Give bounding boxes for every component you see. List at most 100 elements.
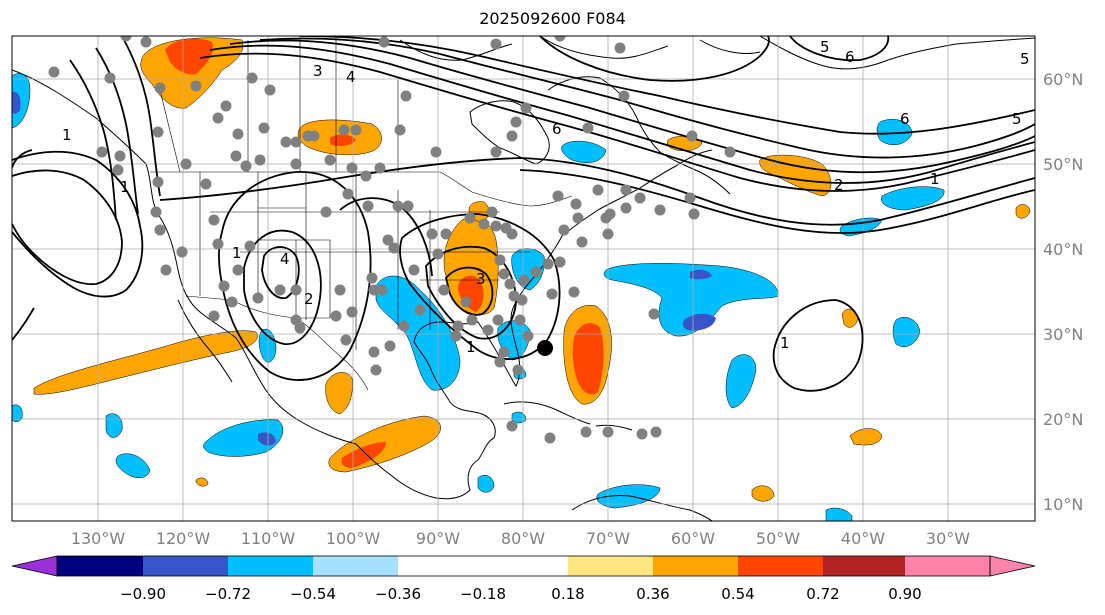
warm-anomaly-manitoba-core	[330, 134, 356, 147]
warm-anomaly-far-east	[1015, 204, 1031, 219]
colorbar-bin	[568, 556, 653, 576]
station-dot	[324, 154, 336, 166]
contour-nw-cutoff	[12, 149, 35, 341]
station-dot	[160, 264, 172, 276]
cool-anomaly-east-pacific-2	[115, 453, 151, 478]
contour-jet-4	[259, 37, 1035, 159]
station-dot	[200, 178, 212, 190]
colorbar-bin	[738, 556, 823, 576]
contour-label: 4	[280, 250, 290, 268]
station-dot	[382, 234, 394, 246]
colorbar-extend-high	[989, 555, 1036, 577]
warm-anomaly-tropics-central	[751, 485, 775, 502]
station-dot	[48, 66, 60, 78]
station-dot	[290, 284, 302, 296]
contour-nw-trough-5	[123, 39, 161, 197]
station-dot	[618, 90, 630, 102]
contour-label: 3	[476, 270, 486, 288]
station-dot	[530, 266, 542, 278]
colorbar-tick-label: 0.72	[806, 585, 839, 603]
station-dot	[554, 256, 566, 268]
station-dot	[208, 310, 220, 322]
lat-tick-label: 30°N	[1043, 325, 1083, 344]
station-dot	[370, 364, 382, 376]
station-dot	[274, 284, 286, 296]
station-dot	[506, 130, 518, 142]
station-dot	[400, 90, 412, 102]
station-dot	[602, 426, 614, 438]
station-dot	[264, 84, 276, 96]
contour-label: 1	[930, 170, 940, 188]
station-dot	[114, 150, 126, 162]
station-dot	[620, 184, 632, 196]
colorbar-bin	[905, 556, 990, 576]
figure-title: 2025092600 F084	[479, 9, 626, 28]
contour-label: 5	[1020, 50, 1030, 68]
coastline-baja	[177, 299, 233, 383]
station-dot	[546, 288, 558, 300]
map-frame	[11, 35, 1036, 522]
contour-label: 3	[313, 62, 323, 80]
cool-anomaly-east-atlantic	[892, 317, 921, 347]
station-dot	[634, 192, 646, 204]
station-dot	[518, 274, 530, 286]
contour-label: 6	[845, 48, 855, 66]
station-dot	[576, 236, 588, 248]
cool-anomaly-north-atlantic	[880, 186, 945, 211]
station-dot	[686, 130, 698, 142]
warm-anomaly-newfoundland	[759, 154, 832, 197]
station-dot	[440, 228, 452, 240]
cool-anomaly-central-atlantic-core	[682, 313, 716, 331]
station-dot	[504, 278, 516, 290]
coastline-hispaniola	[595, 424, 633, 431]
station-dot	[466, 314, 478, 326]
coastline-south-america	[571, 495, 713, 521]
station-dot	[614, 42, 626, 54]
contour-label: 4	[346, 68, 356, 86]
lat-tick-label: 40°N	[1043, 240, 1083, 259]
colorbar-tick-label: 0.90	[888, 585, 921, 603]
contour-us-low-inner	[243, 229, 322, 345]
contour-label: 1	[466, 338, 476, 356]
station-dot	[246, 72, 258, 84]
station-dot	[402, 200, 414, 212]
colorbar-bin	[653, 556, 738, 576]
contour-lines	[12, 36, 1035, 392]
colorbar-tick-label: 0.36	[636, 585, 669, 603]
shaded-fields	[12, 37, 1031, 521]
contour-label: 1	[62, 126, 72, 144]
cool-anomaly-central-america	[477, 475, 495, 493]
station-dot	[376, 284, 388, 296]
station-dot	[152, 176, 164, 188]
contour-nw-trough-3	[69, 59, 117, 221]
station-dot	[554, 36, 566, 42]
warm-anomaly-pacific-small	[195, 477, 209, 487]
lon-tick-label: 70°W	[586, 529, 630, 548]
station-dot	[514, 314, 526, 326]
station-dot	[724, 146, 736, 158]
station-dot	[154, 224, 166, 236]
station-dot	[330, 310, 342, 322]
station-dot	[542, 258, 554, 270]
station-dot	[498, 346, 510, 358]
lon-tick-label: 30°W	[926, 529, 970, 548]
station-dot	[414, 304, 426, 316]
station-dot	[478, 218, 490, 230]
lon-tick-label: 50°W	[756, 529, 800, 548]
cool-anomaly-gulf-west	[258, 328, 277, 363]
colorbar-bin	[823, 556, 905, 576]
station-dot	[220, 100, 232, 112]
border-us-mexico	[185, 295, 369, 391]
coastline-hudson-bay	[469, 100, 550, 165]
warm-anomaly-mexico-pacific	[33, 330, 258, 395]
contour-greenland-high-2	[789, 36, 890, 62]
colorbar-extend-low	[11, 555, 58, 577]
station-dot	[520, 102, 532, 114]
station-dot	[180, 158, 192, 170]
warm-anomaly-atlantic-central-core	[572, 323, 604, 395]
station-dot	[150, 206, 162, 218]
lon-axis: 130°W 120°W 110°W 100°W 90°W 80°W 70°W 6…	[71, 529, 970, 548]
station-dot	[506, 228, 518, 240]
cool-anomaly-hudson	[561, 140, 607, 163]
